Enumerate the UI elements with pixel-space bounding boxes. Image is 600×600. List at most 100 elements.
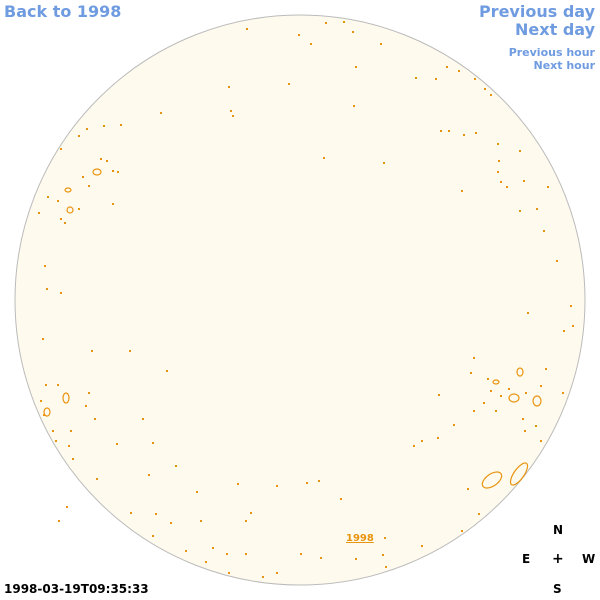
- field-speck: [522, 418, 524, 420]
- field-speck: [473, 357, 475, 359]
- field-speck: [473, 410, 475, 412]
- field-speck: [500, 181, 502, 183]
- solar-disk: [14, 14, 586, 586]
- field-speck: [383, 162, 385, 164]
- field-speck: [318, 480, 320, 482]
- field-speck: [78, 135, 80, 137]
- previous-day-link[interactable]: Previous day: [478, 2, 595, 21]
- field-speck: [228, 86, 230, 88]
- compass-west: W: [582, 552, 596, 566]
- field-speck: [497, 143, 499, 145]
- field-speck: [78, 208, 80, 210]
- field-speck: [453, 424, 455, 426]
- field-speck: [535, 425, 537, 427]
- field-speck: [325, 22, 327, 24]
- field-speck: [475, 132, 477, 134]
- field-speck: [46, 288, 48, 290]
- field-speck: [413, 445, 415, 447]
- field-speck: [230, 110, 232, 112]
- field-speck: [70, 430, 72, 432]
- previous-hour-link[interactable]: Previous hour: [508, 46, 595, 59]
- field-speck: [44, 265, 46, 267]
- field-speck: [527, 312, 529, 314]
- field-speck: [175, 465, 177, 467]
- field-speck: [353, 105, 355, 107]
- field-speck: [543, 230, 545, 232]
- field-speck: [421, 545, 423, 547]
- field-speck: [556, 260, 558, 262]
- field-speck: [435, 78, 437, 80]
- field-speck: [298, 34, 300, 36]
- field-speck: [523, 180, 525, 182]
- field-speck: [262, 576, 264, 578]
- field-speck: [467, 488, 469, 490]
- field-speck: [130, 512, 132, 514]
- field-speck: [245, 520, 247, 522]
- field-speck: [68, 445, 70, 447]
- field-speck: [142, 418, 144, 420]
- field-speck: [382, 554, 384, 556]
- field-speck: [45, 384, 47, 386]
- field-speck: [497, 171, 499, 173]
- field-speck: [52, 430, 54, 432]
- field-speck: [100, 158, 102, 160]
- field-speck: [43, 414, 45, 416]
- field-speck: [66, 506, 68, 508]
- back-to-year-link[interactable]: Back to 1998: [4, 2, 122, 21]
- field-speck: [120, 124, 122, 126]
- field-speck: [152, 442, 154, 444]
- field-speck: [117, 171, 119, 173]
- field-speck: [288, 83, 290, 85]
- field-speck: [155, 513, 157, 515]
- field-speck: [170, 522, 172, 524]
- compass-center: +: [552, 551, 564, 567]
- field-speck: [246, 28, 248, 30]
- field-speck: [490, 390, 492, 392]
- field-speck: [547, 186, 549, 188]
- field-speck: [250, 512, 252, 514]
- field-speck: [310, 43, 312, 45]
- field-speck: [385, 566, 387, 568]
- field-speck: [82, 176, 84, 178]
- field-speck: [40, 400, 42, 402]
- field-speck: [545, 368, 547, 370]
- field-speck: [506, 186, 508, 188]
- field-speck: [540, 385, 542, 387]
- next-hour-link[interactable]: Next hour: [533, 59, 596, 72]
- field-speck: [525, 392, 527, 394]
- field-speck: [129, 350, 131, 352]
- magnetic-specks: [38, 21, 574, 578]
- field-speck: [276, 485, 278, 487]
- next-day-link[interactable]: Next day: [515, 20, 595, 39]
- field-speck: [55, 440, 57, 442]
- field-speck: [166, 370, 168, 372]
- field-speck: [112, 170, 114, 172]
- field-speck: [440, 130, 442, 132]
- field-speck: [88, 392, 90, 394]
- field-speck: [470, 372, 472, 374]
- field-speck: [498, 160, 500, 162]
- field-speck: [320, 557, 322, 559]
- field-speck: [343, 21, 345, 23]
- field-speck: [570, 305, 572, 307]
- field-speck: [72, 458, 74, 460]
- field-speck: [572, 325, 574, 327]
- field-speck: [540, 440, 542, 442]
- field-speck: [495, 410, 497, 412]
- field-speck: [60, 148, 62, 150]
- field-speck: [500, 395, 502, 397]
- field-speck: [352, 31, 354, 33]
- field-speck: [58, 520, 60, 522]
- field-speck: [116, 443, 118, 445]
- field-speck: [96, 478, 98, 480]
- field-speck: [519, 150, 521, 152]
- field-speck: [448, 130, 450, 132]
- field-speck: [47, 196, 49, 198]
- field-speck: [490, 94, 492, 96]
- field-speck: [60, 218, 62, 220]
- compass-east: E: [522, 552, 531, 566]
- field-speck: [245, 553, 247, 555]
- field-speck: [415, 77, 417, 79]
- year-marker-link[interactable]: 1998: [346, 533, 374, 544]
